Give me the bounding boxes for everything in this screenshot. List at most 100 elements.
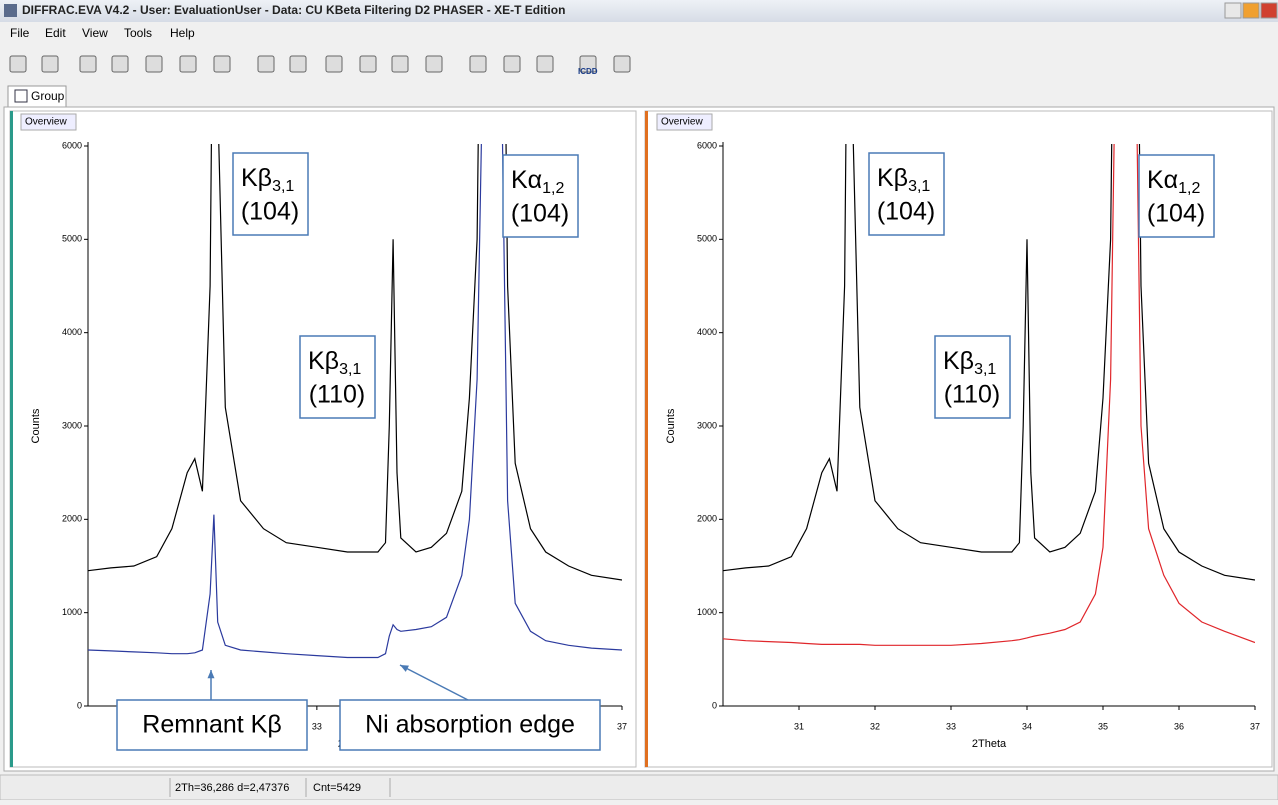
peak-label: Kα1,2	[1147, 166, 1200, 198]
peak-label-box	[1138, 154, 1215, 238]
peak-symbol: Kβ	[308, 347, 339, 375]
spectrum-line	[723, 144, 1255, 581]
toolbar-button[interactable]	[391, 55, 409, 73]
callout-label: Ni absorption edge	[365, 711, 575, 739]
x-tick-label: 36	[1174, 721, 1184, 731]
status-bar	[0, 774, 1278, 801]
y-tick-label: 6000	[697, 140, 717, 150]
x-tick-label: 37	[1250, 721, 1260, 731]
callout-arrow	[399, 664, 469, 701]
peak-symbol: Kβ	[241, 164, 272, 192]
peak-symbol: Kβ	[877, 164, 908, 192]
y-tick-label: 2000	[62, 514, 82, 524]
x-tick-label: 37	[617, 721, 627, 731]
y-tick-label: 0	[712, 700, 717, 710]
y-axis-label: Counts	[665, 408, 677, 443]
minimize-button[interactable]	[1224, 2, 1242, 19]
group-icon	[14, 89, 28, 103]
peak-subscript: 3,1	[339, 361, 361, 378]
toolbar-button[interactable]	[613, 55, 631, 73]
peak-label: Kβ3,1	[308, 347, 361, 379]
x-tick-label: 35	[1098, 721, 1108, 731]
toolbar-button[interactable]	[325, 55, 343, 73]
toolbar-button[interactable]	[213, 55, 231, 73]
y-tick-label: 1000	[62, 607, 82, 617]
title-bar	[0, 0, 1278, 22]
peak-reflection: (110)	[309, 381, 366, 409]
peak-label-box	[868, 152, 945, 236]
peak-reflection: (110)	[944, 381, 1001, 409]
peak-label-box	[502, 154, 579, 238]
menu-item[interactable]: File	[10, 26, 30, 40]
toolbar-button[interactable]	[41, 55, 59, 73]
toolbar-button[interactable]	[503, 55, 521, 73]
y-tick-label: 3000	[697, 420, 717, 430]
maximize-button[interactable]	[1242, 2, 1260, 19]
peak-subscript: 1,2	[1178, 180, 1200, 197]
y-tick-label: 4000	[697, 327, 717, 337]
spectrum-line	[88, 144, 622, 581]
toolbar-button[interactable]	[359, 55, 377, 73]
app-icon	[4, 4, 17, 17]
toolbar-button[interactable]	[257, 55, 275, 73]
spectrum-line	[88, 144, 622, 659]
x-tick-label: 34	[1022, 721, 1032, 731]
peak-reflection: (104)	[511, 200, 569, 228]
toolbar-button[interactable]	[111, 55, 129, 73]
peak-label: Kβ3,1	[241, 164, 294, 196]
y-axis-label: Counts	[30, 408, 42, 443]
toolbar-button[interactable]	[469, 55, 487, 73]
peak-reflection: (104)	[1147, 200, 1205, 228]
toolbar-button[interactable]	[79, 55, 97, 73]
y-tick-label: 6000	[62, 140, 82, 150]
x-tick-label: 33	[946, 721, 956, 731]
x-tick-label: 33	[312, 721, 322, 731]
callout-arrowhead	[400, 665, 409, 672]
peak-subscript: 3,1	[908, 178, 930, 195]
toolbar-button[interactable]	[289, 55, 307, 73]
overview-tab[interactable]	[20, 113, 77, 131]
peak-subscript: 1,2	[542, 180, 564, 197]
toolbar-button[interactable]	[145, 55, 163, 73]
peak-symbol: Kα	[511, 166, 542, 194]
group-tab-label: Group	[31, 89, 65, 103]
y-tick-label: 3000	[62, 420, 82, 430]
overview-tab[interactable]	[656, 113, 713, 131]
right-panel-accent	[645, 111, 648, 767]
peak-label-box	[934, 335, 1011, 419]
toolbar	[9, 55, 631, 73]
icdd-label[interactable]: ICDD	[578, 67, 598, 76]
close-button[interactable]	[1260, 2, 1278, 19]
y-tick-label: 4000	[62, 327, 82, 337]
overview-tab-label: Overview	[25, 117, 67, 128]
peak-subscript: 3,1	[974, 361, 996, 378]
spectrum-line	[723, 144, 1255, 646]
status-position: 2Th=36,286 d=2,47376	[175, 782, 289, 794]
callout-box	[116, 699, 308, 751]
toolbar-button[interactable]	[536, 55, 554, 73]
charts: 0 1000 2000 3000 4000 5000 6000 31 32 33 34 35 36 37 C…	[30, 140, 1260, 751]
y-tick-label: 1000	[697, 607, 717, 617]
menu-item[interactable]: Help	[170, 26, 195, 40]
toolbar-button[interactable]	[179, 55, 197, 73]
y-tick-label: 0	[77, 700, 82, 710]
peak-label: Kα1,2	[511, 166, 564, 198]
toolbar-button[interactable]	[9, 55, 27, 73]
callout-box	[339, 699, 601, 751]
peak-symbol: Kβ	[943, 347, 974, 375]
window-title: DIFFRAC.EVA V4.2 - User: EvaluationUser …	[22, 3, 565, 17]
peak-label-box	[299, 335, 376, 419]
peak-subscript: 3,1	[272, 178, 294, 195]
peak-reflection: (104)	[877, 198, 935, 226]
x-tick-label: 31	[794, 721, 804, 731]
overview-tab-label: Overview	[661, 117, 703, 128]
y-tick-label: 5000	[62, 234, 82, 244]
toolbar-button[interactable]	[425, 55, 443, 73]
menu-item[interactable]: Tools	[124, 26, 152, 40]
toolbar-button[interactable]	[579, 55, 597, 73]
peak-label-box	[232, 152, 309, 236]
menu-item[interactable]: Edit	[45, 26, 66, 40]
menu-item[interactable]: View	[82, 26, 108, 40]
